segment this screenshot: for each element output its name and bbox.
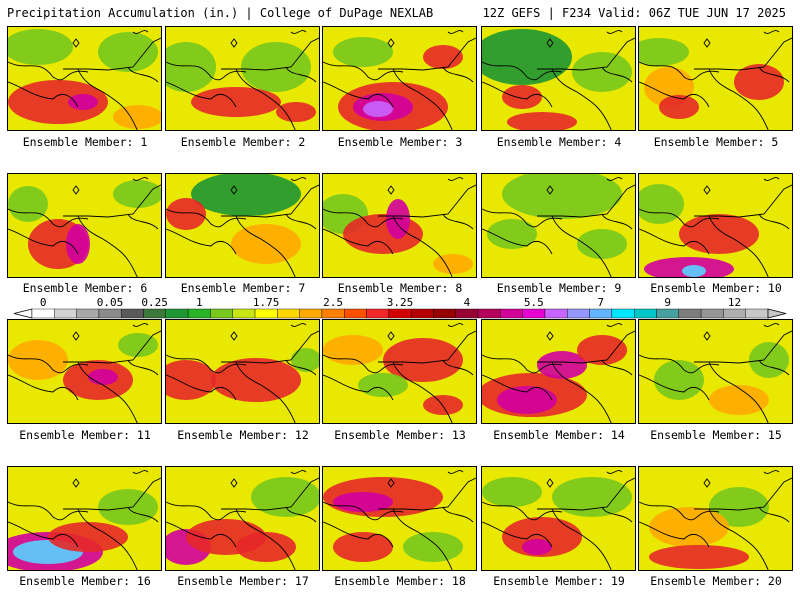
colorbar-swatch-13 xyxy=(321,308,345,319)
colorbar-swatch-17 xyxy=(410,308,434,319)
colorbar-swatch-3 xyxy=(98,308,122,319)
ensemble-member-map-15 xyxy=(638,319,793,424)
colorbar-swatch-4 xyxy=(121,308,144,319)
ensemble-member-map-4 xyxy=(481,26,636,131)
ensemble-member-map-18 xyxy=(322,466,477,571)
colorbar-right-arrow xyxy=(767,308,787,319)
colorbar-tick-label-5: 2.5 xyxy=(323,296,343,309)
ensemble-member-map-7 xyxy=(165,173,320,278)
ensemble-member-map-5 xyxy=(638,26,793,131)
colorbar-swatch-19 xyxy=(455,308,479,319)
colorbar-swatch-16 xyxy=(388,308,412,319)
colorbar-tick-label-1: 0.05 xyxy=(97,296,124,309)
ensemble-member-label-19: Ensemble Member: 19 xyxy=(493,574,625,588)
ensemble-member-map-3 xyxy=(322,26,477,131)
colorbar-swatch-21 xyxy=(500,308,523,319)
colorbar-swatch-10 xyxy=(254,308,278,319)
ensemble-member-map-14 xyxy=(481,319,636,424)
colorbar-tick-label-11: 12 xyxy=(728,296,741,309)
colorbar-swatch-24 xyxy=(567,308,590,319)
ensemble-member-map-12 xyxy=(165,319,320,424)
colorbar-swatch-0 xyxy=(31,308,55,319)
colorbar-swatch-18 xyxy=(433,308,456,319)
ensemble-member-map-17 xyxy=(165,466,320,571)
colorbar-swatch-12 xyxy=(299,308,323,319)
ensemble-member-label-9: Ensemble Member: 9 xyxy=(496,281,622,295)
ensemble-member-label-1: Ensemble Member: 1 xyxy=(22,135,148,149)
colorbar-tick-label-8: 5.5 xyxy=(524,296,544,309)
map-title: Precipitation Accumulation (in.) | Colle… xyxy=(7,6,434,20)
colorbar-swatch-26 xyxy=(611,308,635,319)
colorbar-tick-label-10: 9 xyxy=(664,296,671,309)
ensemble-member-label-7: Ensemble Member: 7 xyxy=(180,281,306,295)
ensemble-member-label-16: Ensemble Member: 16 xyxy=(19,574,151,588)
ensemble-member-label-13: Ensemble Member: 13 xyxy=(334,428,466,442)
ensemble-member-map-9 xyxy=(481,173,636,278)
ensemble-member-map-10 xyxy=(638,173,793,278)
colorbar-swatch-9 xyxy=(232,308,256,319)
ensemble-member-label-15: Ensemble Member: 15 xyxy=(650,428,782,442)
colorbar-swatch-28 xyxy=(656,308,679,319)
colorbar-tick-label-6: 3.25 xyxy=(387,296,414,309)
colorbar-swatch-23 xyxy=(544,308,568,319)
colorbar-swatch-20 xyxy=(477,308,501,319)
ensemble-member-label-2: Ensemble Member: 2 xyxy=(180,135,306,149)
ensemble-member-map-1 xyxy=(7,26,162,131)
ensemble-member-label-20: Ensemble Member: 20 xyxy=(650,574,782,588)
colorbar-tick-label-7: 4 xyxy=(464,296,471,309)
ensemble-member-map-13 xyxy=(322,319,477,424)
colorbar-swatch-32 xyxy=(745,308,769,319)
colorbar-swatch-7 xyxy=(187,308,211,319)
colorbar-swatch-15 xyxy=(366,308,390,319)
ensemble-member-label-4: Ensemble Member: 4 xyxy=(496,135,622,149)
colorbar-swatch-6 xyxy=(165,308,189,319)
colorbar-tick-label-3: 1 xyxy=(196,296,203,309)
colorbar-swatch-25 xyxy=(589,308,613,319)
model-run-info: 12Z GEFS | F234 Valid: 06Z TUE JUN 17 20… xyxy=(482,6,786,20)
ensemble-member-map-8 xyxy=(322,173,477,278)
colorbar-swatch-2 xyxy=(76,308,100,319)
ensemble-member-label-8: Ensemble Member: 8 xyxy=(337,281,463,295)
colorbar-swatch-8 xyxy=(210,308,233,319)
ensemble-member-map-2 xyxy=(165,26,320,131)
ensemble-member-label-12: Ensemble Member: 12 xyxy=(177,428,309,442)
ensemble-member-label-14: Ensemble Member: 14 xyxy=(493,428,625,442)
colorbar-swatch-29 xyxy=(678,308,702,319)
ensemble-member-label-18: Ensemble Member: 18 xyxy=(334,574,466,588)
colorbar-tick-label-0: 0 xyxy=(40,296,47,309)
colorbar-left-arrow xyxy=(13,308,33,319)
ensemble-member-map-19 xyxy=(481,466,636,571)
colorbar-tick-label-9: 7 xyxy=(597,296,604,309)
colorbar-swatch-22 xyxy=(522,308,546,319)
ensemble-member-label-5: Ensemble Member: 5 xyxy=(653,135,779,149)
colorbar-tick-label-4: 1.75 xyxy=(253,296,280,309)
ensemble-member-label-10: Ensemble Member: 10 xyxy=(650,281,782,295)
colorbar-swatch-11 xyxy=(277,308,300,319)
colorbar-swatch-1 xyxy=(54,308,77,319)
ensemble-member-map-6 xyxy=(7,173,162,278)
colorbar-swatch-30 xyxy=(700,308,724,319)
ensemble-member-label-11: Ensemble Member: 11 xyxy=(19,428,151,442)
ensemble-member-label-6: Ensemble Member: 6 xyxy=(22,281,148,295)
ensemble-member-label-3: Ensemble Member: 3 xyxy=(337,135,463,149)
colorbar-swatch-14 xyxy=(344,308,367,319)
colorbar-swatch-5 xyxy=(143,308,167,319)
ensemble-member-map-11 xyxy=(7,319,162,424)
colorbar-swatch-31 xyxy=(723,308,746,319)
ensemble-member-map-16 xyxy=(7,466,162,571)
colorbar-swatch-27 xyxy=(633,308,657,319)
ensemble-member-map-20 xyxy=(638,466,793,571)
colorbar-tick-label-2: 0.25 xyxy=(141,296,168,309)
precipitation-colorbar: 0 0.05 0.25 1 1.75 2.5 3.25 4 5.5 7 9 12 xyxy=(13,296,787,319)
ensemble-member-label-17: Ensemble Member: 17 xyxy=(177,574,309,588)
